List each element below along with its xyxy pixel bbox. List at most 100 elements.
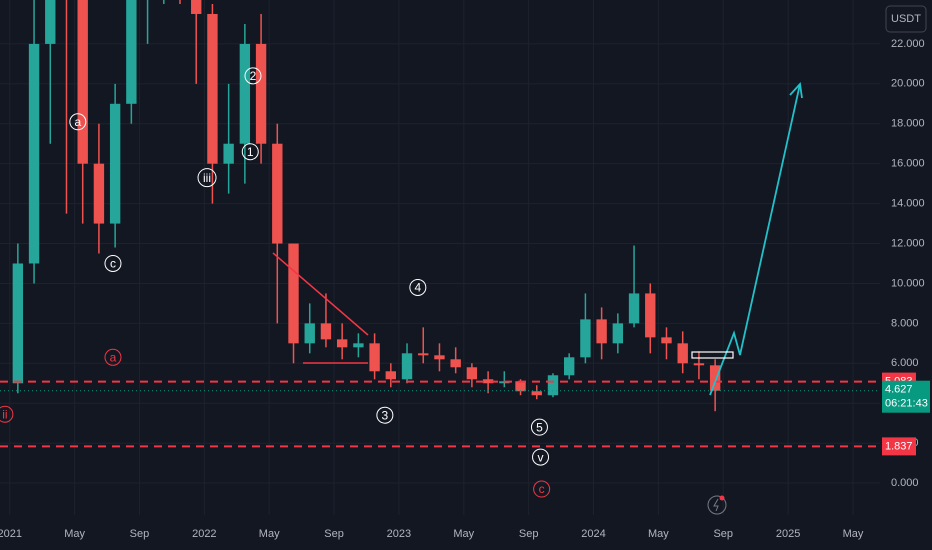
wave-label: v [538,450,544,464]
x-tick-label: 2022 [192,528,216,540]
wave-circle [409,278,427,296]
wave-circle [69,113,87,131]
candle-body [596,319,607,344]
level-tag [882,437,916,456]
candle-body [93,163,105,224]
x-tick-label: May [64,528,85,540]
y-tick-label: 14.000 [891,198,925,210]
wave-label: 4 [414,281,421,295]
countdown: 06:21:43 [885,398,928,410]
x-tick-label: 2023 [387,528,411,540]
currency-box[interactable] [885,5,927,33]
wave-circle [532,448,550,466]
candle-body [580,319,591,358]
candle-body [693,363,705,366]
wave-label: 1 [247,145,254,159]
candle-body [434,355,445,360]
candle-body [401,353,413,380]
trend-line [272,252,369,336]
candle-body [645,293,656,338]
candle-body [320,323,332,340]
candle-body [109,103,121,224]
candle-body [547,375,559,396]
wave-label: 2 [250,69,257,83]
wave-label: ii [2,407,7,421]
y-tick-label: 16.000 [891,158,925,170]
grid [0,0,880,515]
y-tick-label: 18.000 [891,118,925,130]
candle-body [385,371,396,380]
candle-body [482,379,494,384]
wave-circle [104,348,122,366]
alert-icon[interactable] [707,495,727,515]
y-tick-label: 22.000 [891,38,925,50]
candle-body [661,337,672,344]
candle-body [628,293,640,324]
wave-circle [533,480,551,498]
wave-circle [104,254,122,272]
candle-body [191,0,202,14]
candle-body [207,13,218,164]
candle-body [77,0,88,164]
wave-label: 3 [382,408,389,422]
level-label: 1.837 [885,440,913,452]
candle-body [28,43,40,264]
wave-circle [197,168,217,188]
y-tick-label: 12.000 [891,237,925,249]
x-tick-label: 2025 [776,528,800,540]
wave-label: c [110,257,116,271]
box [691,351,734,359]
currency: USDT [891,13,921,25]
wave-circle [241,143,259,161]
wave-circle [0,405,14,423]
candle-body [564,357,575,376]
candle-body [450,359,461,368]
x-tick-label: May [648,528,669,540]
plot: a c iii 2 1 4 3 5 v c a ii [0,0,880,498]
candle-body [369,343,380,372]
wave-label: c [539,482,545,496]
last-price-label: 4.627 [885,384,913,396]
x-tick-label: May [843,528,864,540]
x-tick-label: 2021 [0,528,22,540]
candle-body [709,365,721,391]
candle-body [255,43,267,144]
candle-body [353,343,364,348]
y-tick-label: 10.000 [891,277,925,289]
wave-label: iii [203,171,211,185]
x-tick-label: Sep [519,528,539,540]
candle-body [126,0,137,104]
x-tick-label: 2024 [581,528,605,540]
candle-body [223,143,234,164]
alert-bolt [713,498,719,512]
candle-body [272,143,283,244]
y-tick-label: 20.000 [891,78,925,90]
projection-arrow [789,81,803,99]
candle-body [304,323,315,344]
x-tick-label: May [453,528,474,540]
x-tick-label: Sep [130,528,150,540]
price-axis [880,0,932,550]
candle-body [515,381,526,392]
candle-body [12,263,24,384]
candle-body [418,353,429,356]
wave-label: a [110,350,117,364]
last-price-tag [882,380,930,413]
candle-body [466,367,478,380]
candle-body [239,43,251,144]
wave-circle [376,406,394,424]
projection [709,83,801,396]
x-tick-label: Sep [324,528,344,540]
wave-circle [530,418,548,436]
x-tick-label: Sep [713,528,733,540]
y-tick-label: 8.000 [891,317,919,329]
time-axis [0,515,932,550]
alert-dot [719,495,725,501]
candle-body [288,243,299,344]
x-tick-label: May [259,528,280,540]
candle-body [531,391,542,396]
candle-body [612,323,624,344]
y-tick-label: 0.000 [891,477,919,489]
